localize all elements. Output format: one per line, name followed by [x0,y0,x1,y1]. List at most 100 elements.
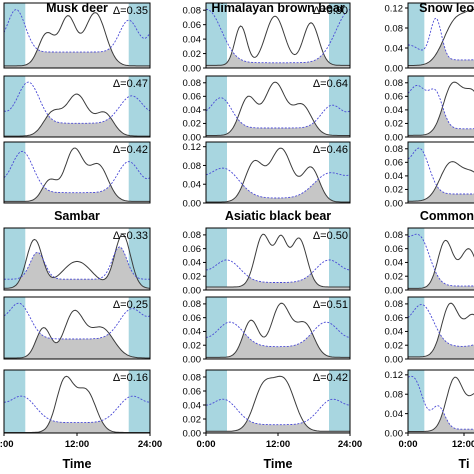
overlap-area [4,246,150,290]
overlap-area [4,333,150,359]
night-band-left [408,370,425,433]
panel-plot-area [408,297,474,359]
panel-frame [407,141,474,204]
activity-line-species-b [4,395,150,424]
panel-plot-area [408,370,474,433]
panel: Δ=0.42 [3,141,151,204]
panel: 0.00 0.02 0.04 0.06 0.08 Δ=0.42 0:00 12:00 24:00… [183,369,362,471]
panel-frame [3,75,151,138]
y-tick-label: 0.02 [183,49,202,60]
y-tick-label: 0.02 [385,272,404,283]
y-tick-label: 0.02 [183,341,202,352]
y-tick-label: 0.04 [183,34,202,45]
y-tick-label: 0.04 [385,258,404,269]
panel-plot-area [206,142,350,203]
overlap-coefficient-label: Δ=0.64 [313,78,348,90]
y-tick-label: 0.08 [385,144,404,155]
overlap-area [206,420,350,433]
y-tick-label: 0.04 [385,171,404,182]
y-tick-label: 0.08 [385,23,404,34]
night-band-left [4,228,26,290]
y-tick-label: 0.08 [385,230,404,241]
y-tick-label: 0.08 [183,230,202,241]
activity-line-species-b [408,147,474,195]
overlap-area [4,115,150,137]
panel-title: Common [420,209,474,223]
activity-line-species-a [206,375,350,432]
panel-frame [205,75,351,138]
y-tick-label: 0.02 [183,272,202,283]
night-band-left [408,3,425,68]
night-band-left [206,228,227,290]
x-tick-label: 0:00 [196,439,215,450]
night-band-right [128,297,150,359]
y-tick-label: 0.08 [183,6,202,17]
night-band-right [329,297,350,359]
panel-plot-area [206,228,350,290]
activity-line-species-b [206,259,350,283]
activity-line-species-b [4,302,150,340]
activity-line-species-b [4,150,150,194]
activity-line-species-a [206,15,350,66]
overlap-coefficient-label: Δ=0.42 [113,144,148,156]
y-tick-label: 0.00 [385,428,404,439]
panel-plot-area [408,228,474,290]
night-band-right [128,142,150,203]
x-axis-label: Time [264,457,293,471]
panel: 0.00 0.02 0.04 0.06 0.08 Δ=0.51 [183,296,351,365]
panel-frame [407,227,474,291]
activity-line-species-a [408,161,474,202]
x-tick-label: 0:00 [398,439,417,450]
night-band-left [408,142,425,203]
panel: Δ=0.33 Sambar [3,209,151,291]
y-tick-label: 0.04 [183,105,202,116]
activity-line-species-a [4,147,150,202]
panel-plot-area [206,370,350,433]
panel: Δ=0.35 Musk deer [3,1,151,69]
activity-line-species-b [206,398,350,426]
x-tick-label: 12:00 [452,439,474,450]
x-axis-label: Time [63,457,92,471]
panel-frame [3,296,151,360]
x-tick-label: 24:00 [338,439,362,450]
night-band-left [206,142,227,203]
panel-plot-area [408,142,474,203]
y-tick-label: 0.04 [385,43,404,54]
activity-line-species-b [408,304,474,347]
activity-line-species-b [408,375,474,430]
y-tick-label: 0.08 [183,78,202,89]
y-tick-label: 0.06 [385,158,404,169]
panel: 0.00 0.02 0.04 0.06 0.08 [385,75,474,143]
y-tick-label: 0.02 [183,414,202,425]
panel-plot-area [4,142,150,203]
night-band-left [408,297,425,359]
panel-title: Asiatic black bear [225,209,331,223]
activity-line-species-a [408,376,474,432]
overlap-area [206,52,350,68]
night-band-right [329,76,350,137]
y-tick-label: 0.12 [385,3,404,14]
activity-line-species-b [206,321,350,348]
panel-plot-area [4,297,150,359]
y-tick-label: 0.04 [183,327,202,338]
y-tick-label: 0.08 [385,78,404,89]
panel-title: Himalayan brown bear [211,1,345,15]
y-tick-label: 0.00 [385,132,404,143]
overlap-area [408,270,474,290]
panel: 0.00 0.04 0.08 0.12 Δ=0.46 [183,141,351,209]
night-band-left [206,76,227,137]
y-tick-label: 0.06 [183,313,202,324]
x-tick-label: 12:00 [266,439,290,450]
y-tick-label: 0.00 [183,198,202,209]
y-tick-label: 0.00 [385,354,404,365]
overlap-area [206,179,350,203]
overlap-area [408,186,474,203]
panel-frame [3,2,151,69]
y-tick-label: 0.00 [183,132,202,143]
y-tick-label: 0.04 [183,258,202,269]
y-tick-label: 0.00 [183,428,202,439]
night-band-left [4,370,26,433]
activity-line-species-a [4,233,150,289]
